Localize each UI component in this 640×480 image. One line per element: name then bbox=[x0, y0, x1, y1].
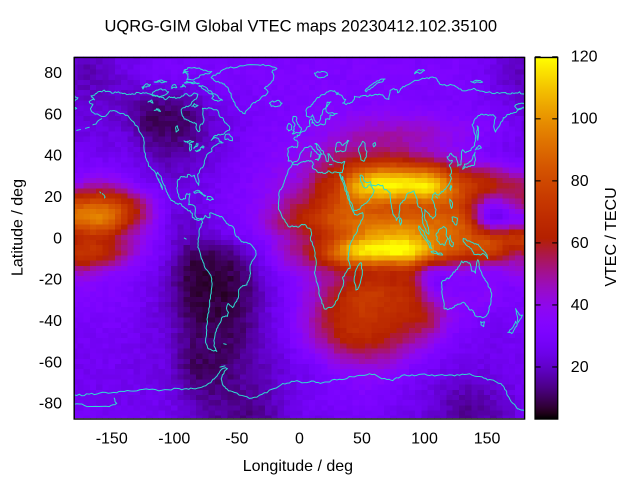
svg-text:40: 40 bbox=[44, 148, 62, 165]
svg-text:-60: -60 bbox=[39, 354, 62, 371]
svg-text:-40: -40 bbox=[39, 313, 62, 330]
svg-text:0: 0 bbox=[53, 230, 62, 247]
svg-text:-50: -50 bbox=[225, 430, 248, 447]
svg-text:-150: -150 bbox=[96, 430, 128, 447]
svg-text:60: 60 bbox=[44, 106, 62, 123]
svg-text:UQRG-GIM Global VTEC maps 2023: UQRG-GIM Global VTEC maps 20230412.102.3… bbox=[105, 17, 498, 35]
svg-text:80: 80 bbox=[44, 65, 62, 82]
svg-text:-20: -20 bbox=[39, 272, 62, 289]
svg-text:-80: -80 bbox=[39, 396, 62, 413]
svg-text:-100: -100 bbox=[158, 430, 190, 447]
svg-text:20: 20 bbox=[44, 189, 62, 206]
svg-text:0: 0 bbox=[295, 430, 304, 447]
